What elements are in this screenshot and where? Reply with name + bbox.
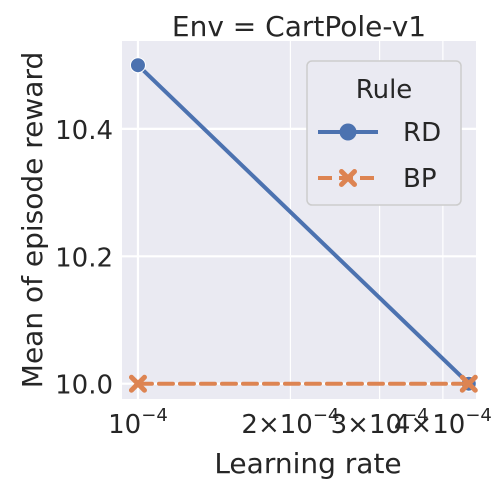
x-tick-base: 10	[280, 410, 313, 440]
data-point	[128, 374, 147, 393]
x-tick-mantissa: 2×	[241, 410, 279, 440]
y-tick-label: 10.0	[55, 371, 113, 401]
x-tick-label: 3×10−4	[331, 405, 429, 440]
x-axis-label: Learning rate	[214, 447, 401, 480]
legend-item-bp: BP	[318, 164, 437, 194]
series-layer	[128, 57, 478, 393]
legend-marker	[339, 123, 357, 141]
x-tick-base: 10	[108, 410, 141, 440]
x-tick-labels: 10−4 2×10−43×10−44×10−4	[108, 405, 492, 440]
legend-item-rd: RD	[318, 118, 441, 148]
y-tick-label: 10.2	[55, 243, 113, 273]
x-tick-mantissa: 3×	[331, 410, 369, 440]
x-tick-exponent: −4	[402, 405, 429, 426]
x-tick-base: 10	[369, 410, 402, 440]
x-tick-exponent: −4	[313, 405, 340, 426]
series-line	[135, 63, 471, 386]
chart-title: Env = CartPole-v1	[172, 10, 426, 43]
legend-label: BP	[403, 164, 437, 194]
data-point	[129, 57, 146, 74]
series-bp	[128, 374, 478, 393]
y-tick-labels: 10.0 10.2 10.4	[55, 116, 113, 401]
x-tick-exponent: −4	[465, 405, 492, 426]
x-tick-mantissa: 4×	[394, 410, 432, 440]
legend-items: RD BP	[318, 118, 441, 194]
y-tick-label: 10.4	[55, 116, 113, 146]
x-tick-base: 10	[432, 410, 465, 440]
data-point	[459, 374, 478, 393]
x-tick-label: 4×10−4	[394, 405, 492, 440]
x-tick-exponent: −4	[141, 405, 168, 426]
x-tick-label: 10−4	[108, 405, 168, 440]
legend: Rule RD BP	[306, 60, 462, 206]
x-tick-label: 2×10−4	[241, 405, 339, 440]
legend-marker	[339, 169, 357, 187]
y-axis-label: Mean of episode reward	[16, 52, 49, 388]
legend-box	[306, 60, 462, 206]
legend-title: Rule	[356, 75, 413, 105]
legend-label: RD	[403, 118, 441, 148]
